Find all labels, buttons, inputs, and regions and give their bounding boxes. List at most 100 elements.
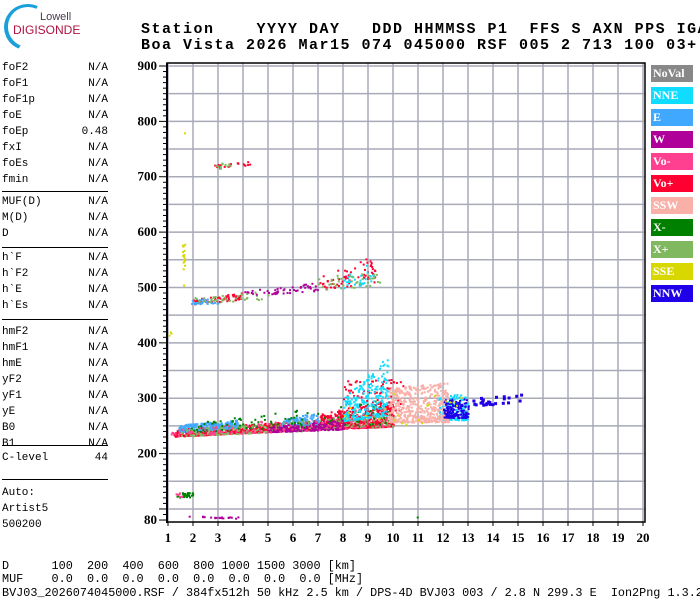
data-point	[368, 426, 370, 429]
data-point	[402, 402, 405, 405]
y-tick-label: 800	[138, 113, 158, 128]
data-point	[444, 399, 447, 402]
data-point	[307, 421, 310, 424]
data-point	[358, 420, 361, 423]
data-point	[361, 282, 364, 285]
data-point	[384, 388, 387, 391]
data-point	[264, 425, 267, 428]
data-point	[221, 299, 224, 301]
data-point	[226, 300, 229, 303]
data-point	[450, 416, 453, 419]
data-point	[182, 430, 185, 433]
data-point	[441, 392, 444, 395]
data-point	[235, 298, 237, 301]
data-point	[348, 282, 351, 285]
data-point	[198, 431, 201, 434]
legend-entry: Vo-	[651, 153, 693, 170]
data-point	[359, 411, 362, 413]
data-point	[231, 420, 234, 423]
data-point	[363, 406, 366, 409]
data-point	[326, 415, 329, 418]
data-point	[313, 290, 316, 293]
data-point	[383, 411, 385, 414]
data-point	[392, 414, 395, 417]
data-point	[304, 429, 306, 432]
data-point	[365, 418, 368, 421]
data-point	[397, 404, 399, 407]
parameter-value: N/A	[88, 300, 108, 312]
data-point	[327, 424, 330, 427]
data-point	[438, 409, 441, 412]
data-point	[390, 387, 393, 389]
data-point	[390, 419, 393, 422]
data-point	[384, 407, 387, 410]
data-point	[203, 300, 206, 303]
data-point	[215, 164, 218, 167]
data-point	[300, 417, 303, 420]
data-point	[367, 374, 370, 377]
data-point	[334, 415, 337, 418]
data-point	[343, 276, 346, 279]
data-point	[182, 493, 185, 496]
data-point	[374, 270, 377, 273]
data-point	[210, 425, 213, 428]
data-point	[303, 426, 305, 429]
data-point	[298, 428, 301, 431]
data-point	[309, 429, 312, 432]
data-point	[375, 273, 378, 276]
data-point	[350, 389, 353, 392]
data-point	[368, 376, 371, 379]
data-point	[435, 401, 437, 404]
data-point	[257, 423, 260, 426]
data-point	[296, 426, 299, 429]
data-point	[284, 430, 287, 433]
data-point	[203, 297, 206, 300]
data-point	[377, 394, 380, 397]
data-point	[317, 420, 319, 423]
data-point	[340, 282, 343, 285]
data-point	[392, 417, 395, 420]
data-point	[273, 425, 276, 428]
data-point	[318, 283, 321, 286]
legend-entry: NNW	[651, 285, 693, 302]
data-point	[353, 407, 356, 410]
parameter-row: yF2 N/A	[2, 372, 108, 388]
y-tick-label: 900	[138, 58, 158, 73]
data-point	[417, 401, 420, 403]
data-point	[362, 425, 365, 428]
data-point	[487, 400, 491, 404]
data-point	[357, 389, 360, 392]
data-point	[413, 400, 416, 403]
data-point	[313, 413, 316, 416]
data-point	[239, 296, 242, 299]
data-point	[386, 379, 389, 382]
data-point	[201, 422, 204, 425]
y-tick-label: 400	[138, 335, 158, 350]
data-point	[353, 401, 356, 404]
data-point	[369, 386, 372, 389]
data-point	[276, 291, 279, 294]
data-point	[449, 414, 452, 417]
data-point	[281, 425, 283, 428]
data-point	[358, 390, 360, 393]
data-point	[250, 292, 253, 294]
data-point	[261, 431, 264, 434]
data-point	[267, 294, 270, 297]
data-point	[320, 416, 323, 419]
data-point	[376, 399, 379, 401]
data-point	[211, 424, 214, 426]
parameter-value: 0.48	[81, 126, 108, 138]
data-point	[184, 258, 187, 261]
data-point	[365, 413, 368, 416]
data-point	[372, 400, 375, 403]
data-point	[233, 423, 236, 426]
data-point	[185, 434, 188, 437]
data-point	[191, 303, 194, 305]
data-point	[352, 426, 355, 429]
data-point	[429, 406, 432, 409]
data-point	[203, 516, 206, 519]
data-point	[382, 380, 385, 383]
data-point	[408, 398, 411, 401]
data-point	[206, 298, 209, 301]
